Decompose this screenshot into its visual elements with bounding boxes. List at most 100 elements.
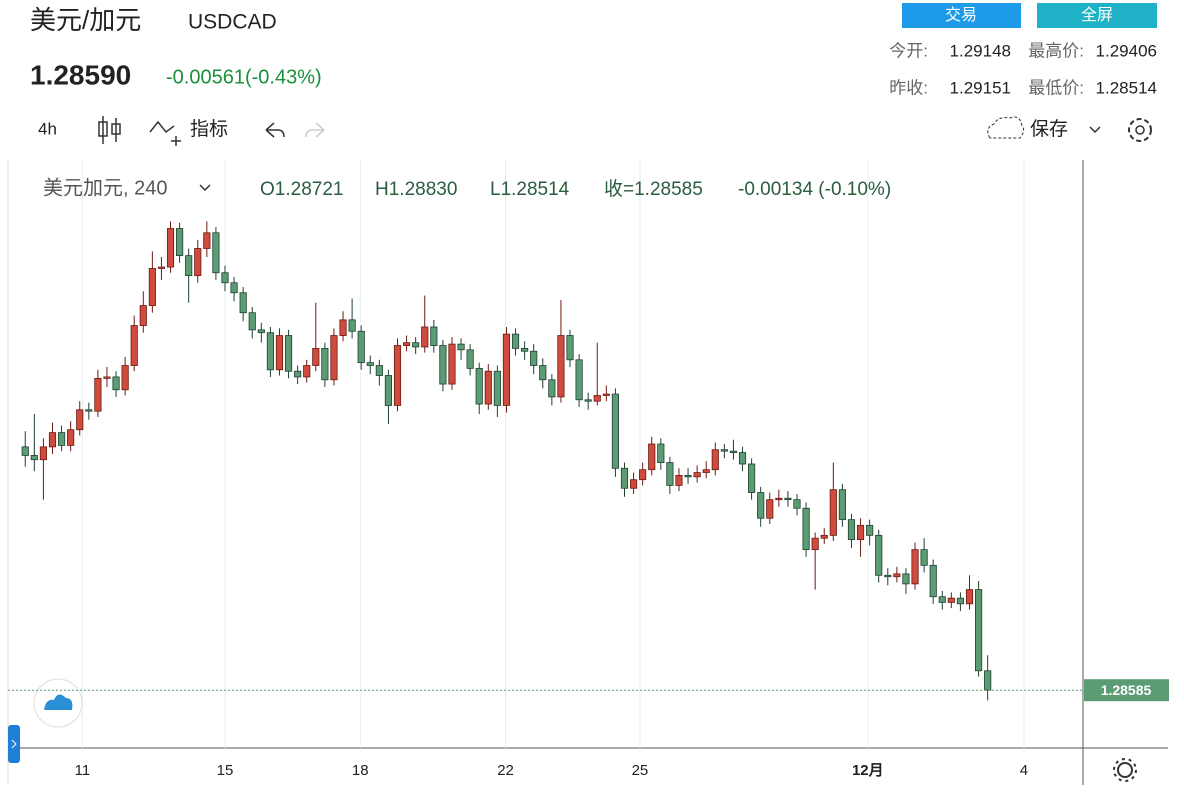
candle-body	[112, 376, 120, 391]
candle-body	[94, 377, 102, 412]
candle-body	[521, 347, 529, 352]
candle-body	[675, 475, 683, 486]
candle-body	[820, 534, 828, 539]
undo-icon[interactable]	[265, 122, 285, 138]
cloud-save-icon	[987, 116, 1025, 139]
stat-label: 最低价:	[1028, 78, 1084, 97]
candle-type-icon[interactable]	[98, 116, 121, 144]
candle-body	[130, 325, 138, 366]
candle-body	[802, 507, 810, 551]
candle-body	[884, 574, 892, 578]
button-label: 全屏	[1081, 6, 1113, 24]
button-bg	[1037, 3, 1157, 28]
x-tick-label: 25	[632, 762, 649, 779]
save-dropdown[interactable]	[1089, 126, 1101, 134]
candle-body	[421, 326, 429, 348]
candle-body	[148, 268, 156, 306]
candle-body	[938, 596, 946, 603]
candle-body	[493, 370, 501, 406]
stat-value: 1.28514	[1096, 78, 1157, 97]
candle-body	[847, 519, 856, 541]
candle-body	[294, 370, 302, 378]
candle-body	[139, 305, 147, 326]
legend-symbol: 美元加元, 240	[43, 176, 167, 199]
x-tick-label: 18	[352, 762, 369, 779]
candle-body	[348, 319, 356, 332]
candle-body	[838, 489, 846, 521]
candle-body	[793, 499, 801, 509]
legend-low: L1.28514	[490, 179, 570, 200]
candle-body	[366, 362, 374, 366]
candle-body	[39, 446, 47, 461]
last-price: 1.28590	[30, 59, 131, 90]
candle-body	[57, 432, 66, 446]
candle-body	[30, 455, 38, 461]
candle-body	[176, 228, 184, 257]
last-price-tag	[1084, 679, 1169, 702]
candle-body	[611, 393, 619, 469]
x-tick-label: 15	[217, 762, 234, 779]
candle-body	[684, 475, 692, 478]
candle-body	[866, 524, 874, 536]
candle-body	[748, 463, 756, 493]
candle-body	[902, 573, 910, 585]
candle-body	[393, 345, 402, 406]
candle-body	[239, 292, 247, 314]
last-price-label: 1.28585	[1101, 682, 1152, 698]
redo-icon[interactable]	[305, 122, 325, 138]
candle-body	[629, 479, 638, 489]
candle-body	[693, 472, 701, 478]
candle-body	[457, 343, 465, 351]
candle-body	[729, 450, 738, 453]
candle-body	[185, 255, 193, 277]
fullscreen-button[interactable]: 全屏	[1037, 3, 1157, 28]
price-change: -0.00561(-0.43%)	[166, 66, 322, 88]
candle-body	[548, 379, 556, 398]
candle-body	[539, 365, 547, 381]
candle-body	[639, 469, 647, 481]
candle-body	[248, 312, 256, 331]
candle-body	[856, 524, 865, 541]
settings-icon[interactable]	[1128, 118, 1152, 142]
grid	[81, 160, 1025, 748]
candle-body	[711, 449, 719, 471]
candle-body	[720, 449, 728, 452]
trade-button[interactable]: 交易	[902, 3, 1021, 28]
candle-body	[284, 335, 293, 372]
x-tick-label: 22	[497, 762, 514, 779]
button-label: 交易	[945, 6, 977, 24]
candle-body	[103, 376, 111, 379]
stat-value: 1.29151	[950, 78, 1011, 97]
candle-body	[929, 564, 937, 598]
candle-body	[303, 365, 311, 378]
interval[interactable]: 4h	[38, 119, 57, 138]
candle-body	[157, 266, 166, 269]
candle-body	[230, 282, 238, 294]
stat-value: 1.29406	[1096, 41, 1157, 60]
symbol: USDCAD	[188, 11, 277, 34]
save-button[interactable]: 保存	[1030, 118, 1068, 140]
candle-body	[194, 248, 202, 277]
side-panel-toggle[interactable]	[8, 725, 20, 763]
indicators-button[interactable]: 指标	[190, 118, 228, 140]
stat-value: 1.29148	[950, 41, 1011, 60]
legend-dropdown[interactable]	[199, 184, 211, 192]
candle-body	[965, 589, 974, 605]
indicator-icon[interactable]	[149, 120, 181, 146]
candle-body	[312, 347, 320, 366]
candle-body	[439, 345, 447, 385]
candle-body	[203, 232, 211, 249]
candle-body	[784, 497, 792, 501]
time-settings-icon[interactable]	[1113, 758, 1137, 782]
pair-title: 美元/加元	[30, 5, 141, 35]
candle-body	[757, 492, 765, 519]
candle-body	[375, 365, 383, 376]
candle-body	[166, 228, 175, 268]
candle-body	[702, 469, 710, 473]
candle-body	[430, 326, 438, 346]
stat-label: 最高价:	[1028, 41, 1084, 60]
candle-body	[212, 232, 220, 274]
candle-body	[875, 534, 883, 576]
toggle-arrow	[11, 739, 17, 749]
